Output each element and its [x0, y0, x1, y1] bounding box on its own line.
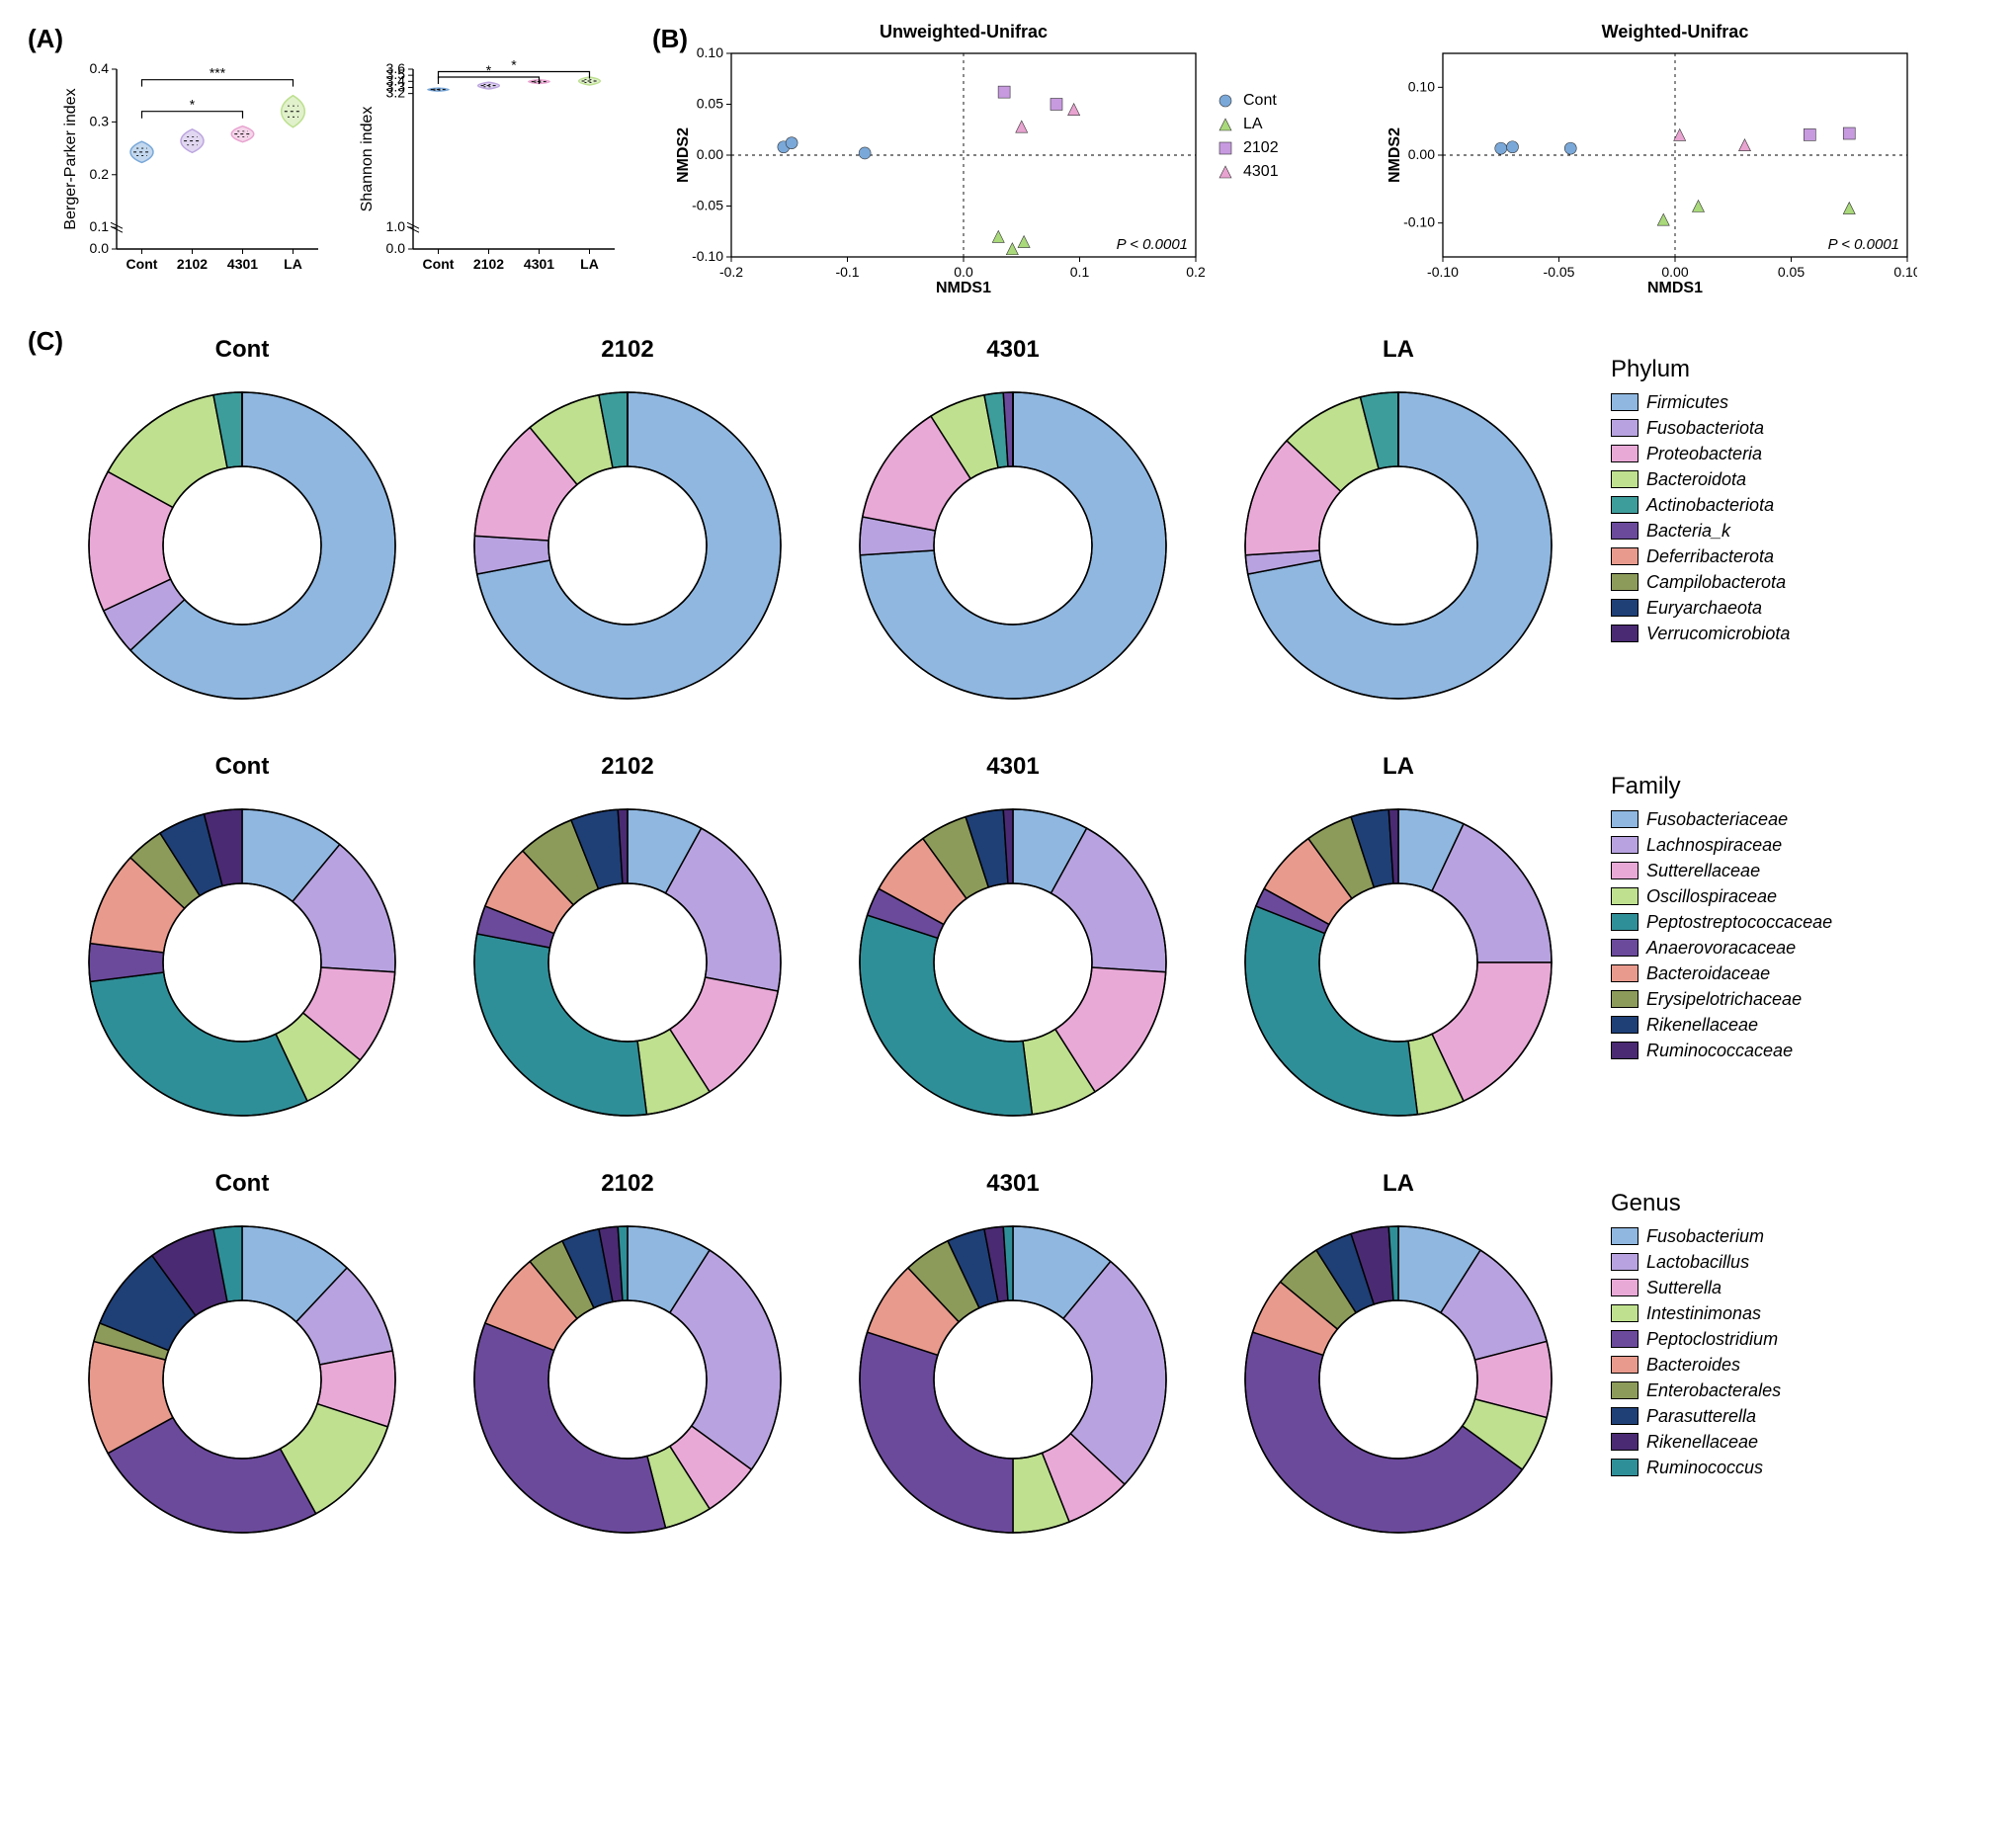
svg-text:-0.10: -0.10 — [1403, 214, 1435, 230]
svg-text:Unweighted-Unifrac: Unweighted-Unifrac — [880, 22, 1048, 42]
donut-family-4301: 4301 — [820, 753, 1206, 1140]
svg-text:0.05: 0.05 — [697, 96, 723, 112]
donut-genus-2102: 2102 — [435, 1170, 820, 1557]
svg-text:P < 0.0001: P < 0.0001 — [1828, 236, 1899, 253]
svg-text:Weighted-Unifrac: Weighted-Unifrac — [1602, 22, 1749, 42]
panel-label-a: (A) — [28, 24, 63, 54]
svg-text:0.1: 0.1 — [90, 218, 110, 234]
svg-text:NMDS1: NMDS1 — [936, 280, 991, 296]
svg-text:0.3: 0.3 — [90, 113, 110, 128]
svg-text:0.00: 0.00 — [697, 146, 723, 162]
donut-family-cont: Cont — [49, 753, 435, 1140]
svg-text:0.10: 0.10 — [1408, 78, 1435, 94]
svg-text:Shannon index: Shannon index — [359, 107, 376, 212]
svg-text:*: * — [511, 56, 517, 72]
donut-phylum-la: LA — [1206, 336, 1591, 723]
svg-text:NMDS1: NMDS1 — [1647, 280, 1703, 296]
svg-text:2102: 2102 — [473, 256, 504, 272]
svg-text:0.2: 0.2 — [1186, 264, 1206, 280]
panel-b: Unweighted-Unifrac -0.2 -0.1 0.0 0.1 0.2 -0.10… — [672, 20, 1976, 306]
svg-text:0.10: 0.10 — [1893, 264, 1917, 280]
donut-genus-4301: 4301 — [820, 1170, 1206, 1557]
legend-family: FamilyFusobacteriaceaeLachnospiraceaeSut… — [1591, 753, 1967, 1063]
donut-row-phylum: Cont21024301LAPhylumFirmicutesFusobacter… — [49, 336, 1976, 723]
donut-family-la: LA — [1206, 753, 1591, 1140]
donut-family-2102: 2102 — [435, 753, 820, 1140]
figure: (A) (B) (C) 0.00.10.20.30.4Berger-Parker… — [20, 20, 1996, 1818]
svg-text:4301: 4301 — [227, 256, 258, 272]
svg-text:***: *** — [210, 65, 226, 81]
svg-text:4301: 4301 — [524, 256, 554, 272]
svg-text:0.1: 0.1 — [1070, 264, 1090, 280]
donut-phylum-2102: 2102 — [435, 336, 820, 723]
svg-text:NMDS2: NMDS2 — [675, 127, 692, 183]
svg-text:0.4: 0.4 — [90, 60, 110, 76]
svg-text:0.0: 0.0 — [90, 240, 110, 256]
svg-text:*: * — [190, 97, 196, 113]
svg-text:0.00: 0.00 — [1408, 146, 1435, 162]
svg-text:0.0: 0.0 — [386, 240, 406, 256]
donut-phylum-4301: 4301 — [820, 336, 1206, 723]
donut-row-family: Cont21024301LAFamilyFusobacteriaceaeLach… — [49, 753, 1976, 1140]
violin-plot: 0.01.03.23.33.43.53.6Shannon indexCont21… — [356, 30, 623, 287]
svg-text:3.6: 3.6 — [386, 60, 406, 76]
panel-c: Cont21024301LAPhylumFirmicutesFusobacter… — [49, 336, 1976, 1587]
svg-text:-0.1: -0.1 — [835, 264, 859, 280]
svg-text:LA: LA — [580, 256, 599, 272]
svg-text:0.05: 0.05 — [1778, 264, 1805, 280]
svg-text:2102: 2102 — [177, 256, 208, 272]
nmds-legend: ContLA21024301 — [1216, 20, 1374, 306]
svg-text:NMDS2: NMDS2 — [1386, 127, 1403, 183]
nmds-plot: Weighted-Unifrac -0.10 -0.05 0.00 0.05 0.10 -0… — [1384, 20, 1917, 296]
legend-genus: GenusFusobacteriumLactobacillusSutterell… — [1591, 1170, 1967, 1480]
donut-row-genus: Cont21024301LAGenusFusobacteriumLactobac… — [49, 1170, 1976, 1557]
svg-text:0.00: 0.00 — [1661, 264, 1688, 280]
svg-text:*: * — [486, 62, 492, 78]
svg-text:0.10: 0.10 — [697, 44, 723, 60]
svg-text:Berger-Parker index: Berger-Parker index — [62, 88, 79, 229]
svg-text:-0.2: -0.2 — [719, 264, 743, 280]
svg-text:Cont: Cont — [423, 256, 455, 272]
svg-text:LA: LA — [284, 256, 302, 272]
nmds-plot: Unweighted-Unifrac -0.2 -0.1 0.0 0.1 0.2 -0.10… — [672, 20, 1206, 296]
svg-text:-0.05: -0.05 — [1544, 264, 1575, 280]
panel-a: 0.0 0.1 0.2 0.3 0.4 Berger-Parker index Cont 21… — [59, 30, 632, 296]
svg-text:-0.10: -0.10 — [692, 248, 723, 264]
svg-text:Cont: Cont — [126, 256, 158, 272]
svg-text:0.0: 0.0 — [954, 264, 973, 280]
violin-plot: 0.0 0.1 0.2 0.3 0.4 Berger-Parker index Cont 21… — [59, 30, 326, 287]
donut-phylum-cont: Cont — [49, 336, 435, 723]
donut-genus-la: LA — [1206, 1170, 1591, 1557]
donut-genus-cont: Cont — [49, 1170, 435, 1557]
svg-text:1.0: 1.0 — [386, 218, 406, 234]
svg-text:-0.10: -0.10 — [1427, 264, 1459, 280]
legend-phylum: PhylumFirmicutesFusobacteriotaProteobact… — [1591, 336, 1967, 646]
svg-text:P < 0.0001: P < 0.0001 — [1117, 236, 1188, 253]
svg-text:0.2: 0.2 — [90, 166, 110, 182]
svg-text:-0.05: -0.05 — [692, 198, 723, 213]
